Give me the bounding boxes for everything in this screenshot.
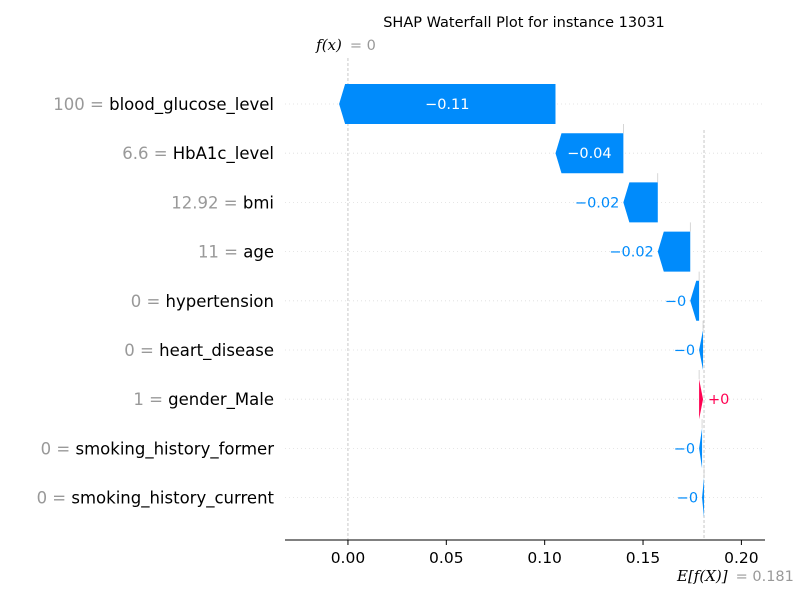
- bar-value-label: −0: [674, 441, 695, 457]
- feature-name: heart_disease: [159, 341, 274, 361]
- bar-value-label: −0: [665, 294, 686, 310]
- feature-value: 0 =: [37, 489, 72, 508]
- bar-value-label: +0: [708, 392, 729, 408]
- feature-label: 0 = hypertension: [131, 292, 274, 311]
- feature-value: 100 =: [53, 95, 109, 114]
- bar-value-label: −0.04: [567, 146, 611, 162]
- bar-value-label: −0.02: [575, 195, 619, 211]
- waterfall-bar: [623, 182, 658, 223]
- feature-name: smoking_history_current: [71, 489, 274, 509]
- waterfall-bar: [555, 133, 624, 174]
- feature-labels: 100 = blood_glucose_level 6.6 = HbA1c_lev…: [37, 95, 275, 509]
- waterfall-bar: [699, 379, 704, 420]
- x-tick-label: 0.10: [527, 549, 562, 567]
- waterfall-bar: [699, 428, 703, 469]
- waterfall-bar: [690, 280, 700, 321]
- feature-label: 1 = gender_Male: [133, 390, 274, 410]
- waterfall-bar: [699, 330, 704, 370]
- bar-value-label: −0: [677, 491, 698, 507]
- x-tick-label: 0.05: [429, 549, 464, 567]
- feature-label: 12.92 = bmi: [171, 193, 274, 212]
- feature-value: 6.6 =: [122, 144, 173, 163]
- bar-value-label: −0.11: [425, 97, 469, 113]
- fx-annotation: f(x) = 0: [315, 36, 376, 54]
- waterfall-bar: [657, 231, 691, 272]
- feature-name: HbA1c_level: [173, 144, 274, 164]
- feature-label: 100 = blood_glucose_level: [53, 95, 274, 115]
- feature-name: gender_Male: [168, 390, 274, 410]
- feature-name: blood_glucose_level: [109, 95, 274, 115]
- chart-title: SHAP Waterfall Plot for instance 13031: [383, 15, 665, 31]
- feature-label: 6.6 = HbA1c_level: [122, 144, 274, 164]
- base-value: 0.181: [752, 569, 794, 585]
- waterfall-bar: [339, 84, 556, 124]
- x-tick-label: 0.20: [724, 549, 759, 567]
- x-axis-ticks: 0.00 0.05 0.10 0.15 0.20: [331, 540, 759, 567]
- feature-value: 1 =: [133, 390, 168, 409]
- bar-value-label: −0.02: [609, 245, 653, 261]
- bar-value-label: −0: [674, 343, 695, 359]
- base-label: E[f(X)]: [676, 567, 728, 585]
- feature-value: 12.92 =: [171, 193, 243, 212]
- feature-value: 0 =: [124, 341, 159, 360]
- fx-label: f(x): [315, 36, 342, 54]
- feature-label: 0 = smoking_history_current: [37, 489, 275, 509]
- feature-label: 0 = smoking_history_former: [41, 439, 275, 459]
- feature-value: 11 =: [198, 243, 243, 262]
- fx-value: 0: [367, 38, 376, 54]
- waterfall-bar: [702, 477, 705, 518]
- base-annotation: E[f(X)] = 0.181: [676, 567, 794, 585]
- feature-name: age: [243, 243, 274, 262]
- feature-label: 11 = age: [198, 243, 274, 262]
- feature-label: 0 = heart_disease: [124, 341, 274, 361]
- feature-name: bmi: [243, 193, 274, 212]
- feature-name: smoking_history_former: [76, 439, 275, 459]
- x-tick-label: 0.00: [331, 549, 366, 567]
- feature-name: hypertension: [166, 292, 274, 311]
- feature-value: 0 =: [41, 439, 76, 458]
- grid-lines: [285, 103, 765, 499]
- bars: −0.11 −0.04 −0.02 −0.02 −0 −0 +0 −0 −0: [339, 84, 729, 518]
- feature-value: 0 =: [131, 292, 166, 311]
- x-tick-label: 0.15: [626, 549, 661, 567]
